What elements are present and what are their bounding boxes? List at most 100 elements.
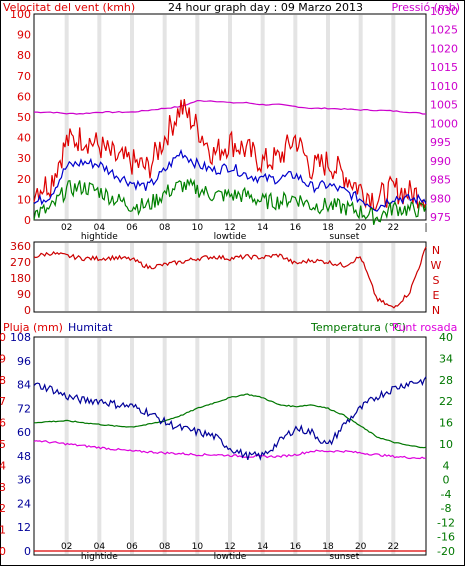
wind-tick-label: 100 xyxy=(10,8,31,21)
wind-axis-ticks: 0 10 20 30 40 50 60 70 80 90 100 xyxy=(10,8,31,227)
time-axis-ticks-top: 02 04 06 08 10 12 14 16 18 20 22 | xyxy=(61,223,428,233)
hour-tick-label: 20 xyxy=(355,542,367,552)
humidity-tick-label: 48 xyxy=(17,450,31,463)
hour-tick-label: 12 xyxy=(224,542,235,552)
temperature-tick-label: 40 xyxy=(439,331,453,344)
rain-tick-label: 8 xyxy=(0,374,6,387)
direction-series xyxy=(33,246,427,309)
wind-axis-title: Velocitat del vent (kmh) xyxy=(3,1,135,14)
humidity-tick-label: 96 xyxy=(17,355,31,368)
hour-tick-label: 10 xyxy=(192,223,204,233)
dewpoint-legend: Punt rosada xyxy=(392,321,457,334)
temperature-tick-label: -16 xyxy=(437,531,455,544)
hour-tick-label: 14 xyxy=(257,223,269,233)
direction-tick-label: 180 xyxy=(10,272,31,285)
pressure-tick-label: 1000 xyxy=(430,117,458,130)
rain-tick-label: 1 xyxy=(0,524,6,537)
humidity-legend: Humitat xyxy=(68,321,113,334)
wind-tick-label: 20 xyxy=(17,173,31,186)
wind-series xyxy=(33,99,427,225)
pressure-tick-label: 1015 xyxy=(430,61,458,74)
wind-tick-label: 40 xyxy=(17,132,31,145)
event-label: hightide xyxy=(81,552,118,562)
temperature-tick-label: 0 xyxy=(443,474,450,487)
gust-line xyxy=(33,99,427,212)
temperature-tick-label: 34 xyxy=(439,352,453,365)
hour-tick-label: 06 xyxy=(126,223,138,233)
temperature-tick-label: 22 xyxy=(439,395,453,408)
hour-tick-label: 02 xyxy=(61,223,72,233)
temperature-tick-label: 16 xyxy=(439,417,453,430)
dewpoint-line xyxy=(33,440,427,460)
rain-tick-label: 4 xyxy=(0,459,6,472)
wind-tick-label: 0 xyxy=(24,214,31,227)
rain-tick-label: 2 xyxy=(0,502,6,515)
pressure-tick-label: 980 xyxy=(430,192,451,205)
hour-tick-label: 02 xyxy=(61,542,72,552)
temperature-tick-label: -8 xyxy=(441,502,452,515)
rain-tick-label: 10 xyxy=(0,331,6,344)
pressure-tick-label: 1020 xyxy=(430,42,458,55)
wind-tick-label: 50 xyxy=(17,111,31,124)
humidity-line xyxy=(33,376,427,461)
rain-tick-label: 7 xyxy=(0,395,6,408)
thermo-series xyxy=(33,376,427,552)
wind-tick-label: 80 xyxy=(17,49,31,62)
compass-label: S xyxy=(433,274,440,287)
pressure-axis-title: Pressió (mb) xyxy=(391,1,460,14)
wind-tick-label: 10 xyxy=(17,193,31,206)
hour-tick-label: 14 xyxy=(257,542,269,552)
pressure-tick-label: 975 xyxy=(430,211,451,224)
pressure-tick-label: 1010 xyxy=(430,80,458,93)
temperature-line xyxy=(33,393,427,449)
direction-tick-label: 0 xyxy=(24,304,31,317)
hour-tick-label: 18 xyxy=(322,542,334,552)
wind-tick-label: 30 xyxy=(17,152,31,165)
compass-label: N xyxy=(432,244,440,257)
hour-tick-label: | xyxy=(424,223,427,233)
humidity-tick-label: 12 xyxy=(17,521,31,534)
hour-tick-label: 04 xyxy=(94,223,106,233)
compass-label: E xyxy=(433,289,440,302)
rain-tick-label: 0 xyxy=(0,545,6,558)
hour-tick-label: 12 xyxy=(224,223,235,233)
hour-tick-label: 06 xyxy=(126,542,138,552)
avg-wind-line xyxy=(33,148,427,212)
wind-tick-label: 60 xyxy=(17,90,31,103)
hour-tick-label: 08 xyxy=(159,542,171,552)
thermo-panel-grid xyxy=(64,338,396,554)
pressure-tick-label: 990 xyxy=(430,155,451,168)
tide-sun-events-bottom: hightide lowtide sunset xyxy=(81,552,360,562)
event-label: sunset xyxy=(329,232,359,242)
hour-tick-label: 08 xyxy=(159,223,171,233)
direction-panel-grid xyxy=(64,243,396,311)
temperature-tick-label: 28 xyxy=(439,374,453,387)
time-axis-ticks-bottom: 02 04 06 08 10 12 14 16 18 20 22 | xyxy=(61,542,428,552)
pressure-tick-label: 985 xyxy=(430,174,451,187)
humidity-tick-label: 108 xyxy=(10,331,31,344)
wind-tick-label: 90 xyxy=(17,29,31,42)
hour-tick-label: 22 xyxy=(388,542,399,552)
hour-tick-label: 16 xyxy=(290,223,302,233)
temperature-tick-label: 10 xyxy=(439,438,453,451)
humidity-tick-label: 60 xyxy=(17,426,31,439)
rain-axis-ticks: 0 1 2 3 4 5 6 7 8 9 10 xyxy=(0,331,6,558)
humidity-tick-label: 84 xyxy=(17,379,31,392)
hour-tick-label: 18 xyxy=(322,223,334,233)
rain-legend: Pluja (mm) xyxy=(3,321,63,334)
hour-tick-label: 16 xyxy=(290,542,302,552)
event-label: sunset xyxy=(329,552,359,562)
graph-title: 24 hour graph day : 09 Marzo 2013 xyxy=(168,1,363,14)
hour-tick-label: 20 xyxy=(355,223,367,233)
temperature-legend: Temperatura (°C) xyxy=(310,321,406,334)
pressure-tick-label: 995 xyxy=(430,136,451,149)
direction-line xyxy=(33,246,427,309)
temperature-tick-label: -4 xyxy=(441,488,452,501)
humidity-axis-ticks: 0 12 24 36 48 60 72 84 96 108 xyxy=(10,331,31,558)
compass-label: N xyxy=(432,304,440,317)
temperature-tick-label: -20 xyxy=(437,545,455,558)
